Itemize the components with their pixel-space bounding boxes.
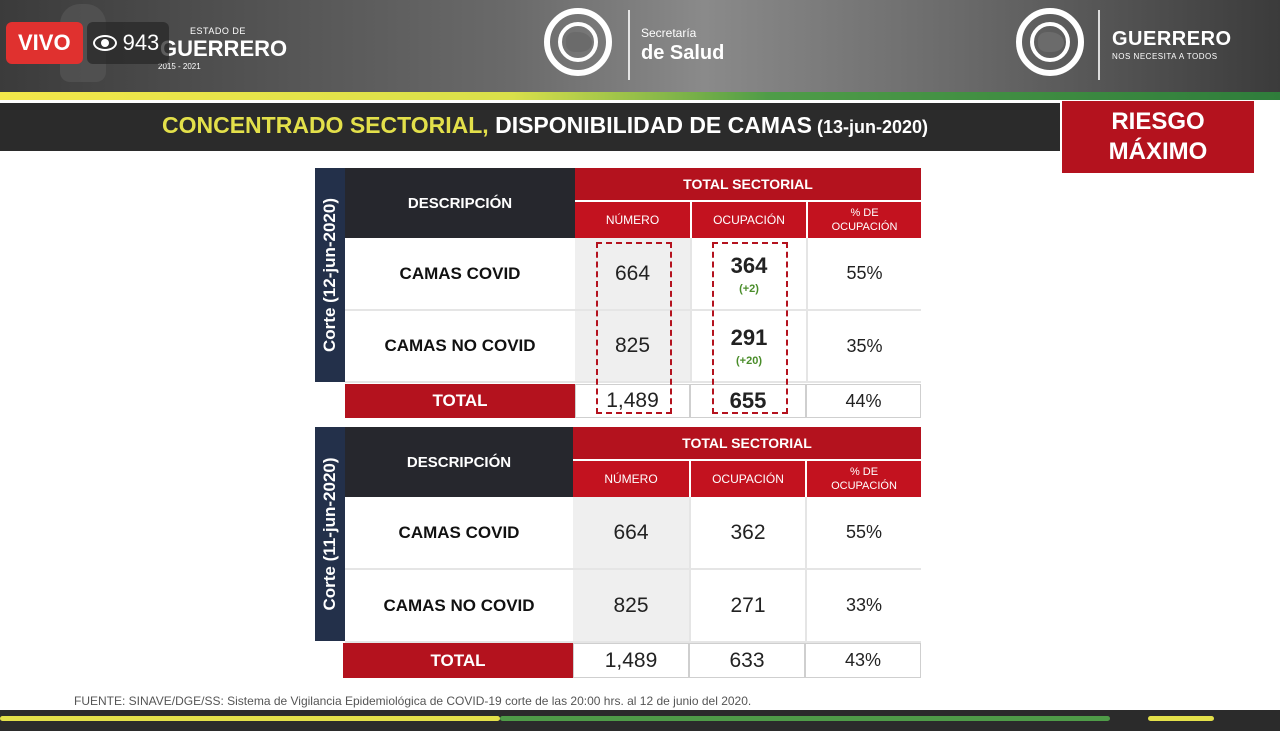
table2-row2-label: CAMAS NO COVID xyxy=(345,570,573,643)
gov-big-text: GUERRERO xyxy=(160,36,288,61)
source-note: FUENTE: SINAVE/DGE/SS: Sistema de Vigila… xyxy=(74,694,752,708)
table1-col-ocupacion: OCUPACIÓN xyxy=(690,200,806,238)
gov-years: 2015 - 2021 xyxy=(158,62,201,71)
table2-col-ocupacion: OCUPACIÓN xyxy=(689,459,805,497)
salud-logo-icon xyxy=(544,8,612,76)
table1-row2-pct: 35% xyxy=(806,311,921,383)
table2-total-numero: 1,489 xyxy=(573,643,689,678)
table2-row1-pct: 55% xyxy=(805,497,921,570)
table1-col-numero: NÚMERO xyxy=(575,200,690,238)
title-part2: DISPONIBILIDAD DE CAMAS xyxy=(488,112,812,138)
table1-row1-pct: 55% xyxy=(806,238,921,311)
title-bar xyxy=(0,103,1060,151)
table2-row2-ocupacion: 271 xyxy=(689,570,805,643)
secretaria-logo-text: Secretaría de Salud xyxy=(641,26,724,65)
view-counter: 943 xyxy=(86,22,170,64)
footer-stripe-yellow-right xyxy=(1148,716,1214,721)
header-stripe xyxy=(0,92,1280,100)
secretaria-line2: de Salud xyxy=(641,42,725,64)
guerrero-logo-icon xyxy=(1016,8,1084,76)
live-indicator: VIVO 943 xyxy=(6,22,170,64)
table2-row2-numero: 825 xyxy=(573,570,689,643)
eye-icon xyxy=(92,35,117,51)
table2-row1-label: CAMAS COVID xyxy=(345,497,573,570)
secretaria-line1: Secretaría xyxy=(641,26,697,40)
header-divider xyxy=(628,10,630,80)
footer-stripe-yellow xyxy=(0,716,500,721)
highlight-ocupacion-box xyxy=(712,242,788,414)
page-title: CONCENTRADO SECTORIAL, DISPONIBILIDAD DE… xyxy=(162,112,928,139)
table1-total-pct: 44% xyxy=(806,384,921,418)
table2-row2-pct: 33% xyxy=(805,570,921,643)
table1-row2-label: CAMAS NO COVID xyxy=(345,311,575,383)
table2-col-pct: % DE OCUPACIÓN xyxy=(805,459,921,497)
risk-line1: RIESGO xyxy=(1111,108,1205,135)
gov-small-text: ESTADO DE xyxy=(190,26,246,36)
table1-total-sectorial-header: TOTAL SECTORIAL xyxy=(575,168,921,200)
risk-badge: RIESGO MÁXIMO xyxy=(1062,101,1254,173)
table1-desc-header: DESCRIPCIÓN xyxy=(345,168,575,238)
table1-col-pct: % DE OCUPACIÓN xyxy=(806,200,921,238)
table2-total-sectorial-header: TOTAL SECTORIAL xyxy=(573,427,921,459)
table2-desc-header: DESCRIPCIÓN xyxy=(345,427,573,497)
risk-line2: MÁXIMO xyxy=(1108,138,1208,165)
table2-row1-numero: 664 xyxy=(573,497,689,570)
table2-col-numero: NÚMERO xyxy=(573,459,689,497)
table1-corte-label: Corte (12-jun-2020) xyxy=(315,168,345,382)
table2-total-ocupacion: 633 xyxy=(689,643,805,678)
live-badge: VIVO xyxy=(6,22,83,64)
guerrero-logo-text: GUERRERO NOS NECESITA A TODOS xyxy=(1112,28,1232,61)
view-count: 943 xyxy=(122,30,160,55)
guerrero-slogan: NOS NECESITA A TODOS xyxy=(1112,52,1218,61)
title-date: (13-jun-2020) xyxy=(812,117,929,137)
title-part1: CONCENTRADO SECTORIAL, xyxy=(162,112,489,138)
footer-stripe-green xyxy=(500,716,1110,721)
table1-total-label: TOTAL xyxy=(345,384,575,418)
table2-total-pct: 43% xyxy=(805,643,921,678)
header-divider-right xyxy=(1098,10,1100,80)
table1-row1-label: CAMAS COVID xyxy=(345,238,575,311)
table2-corte-label: Corte (11-jun-2020) xyxy=(315,427,345,641)
table2-row1-ocupacion: 362 xyxy=(689,497,805,570)
highlight-numero-box xyxy=(596,242,672,414)
guerrero-title: GUERRERO xyxy=(1112,28,1232,50)
table2-total-label: TOTAL xyxy=(343,643,573,678)
